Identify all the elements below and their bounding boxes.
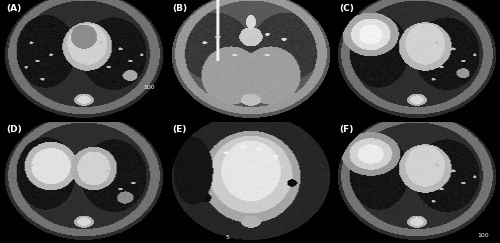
Text: (C): (C) [339, 4, 354, 13]
Text: 100: 100 [143, 85, 154, 90]
Text: (D): (D) [6, 125, 22, 134]
Text: (B): (B) [172, 4, 188, 13]
Text: (E): (E) [172, 125, 187, 134]
Text: (F): (F) [339, 125, 353, 134]
Text: 100: 100 [478, 233, 489, 238]
Text: 5: 5 [225, 235, 229, 240]
Text: (A): (A) [6, 4, 21, 13]
